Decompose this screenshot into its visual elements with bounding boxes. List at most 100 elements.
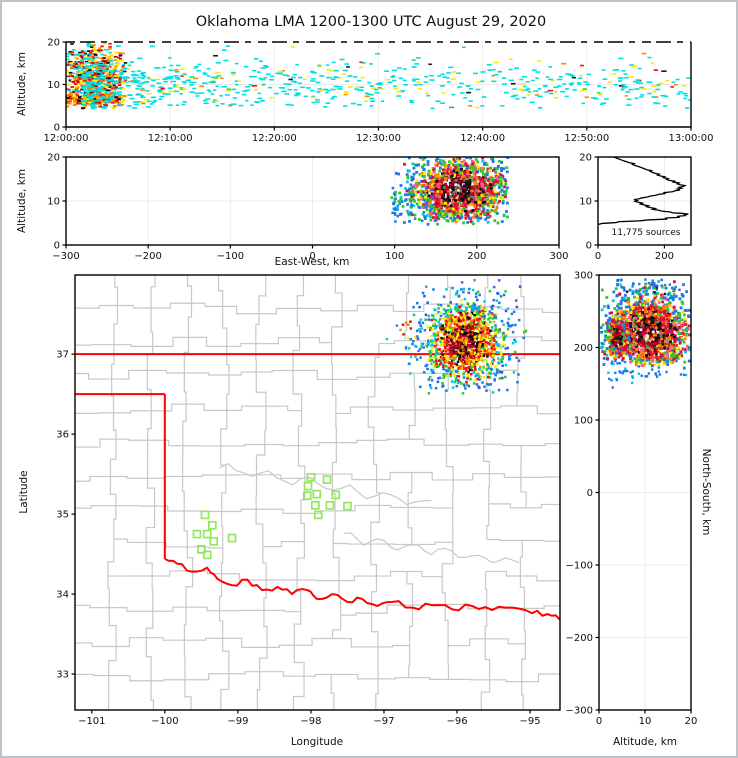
- x-axis-label-north-south: Altitude, km: [612, 736, 678, 748]
- axis-ticks: −300 −200 −100 0 100 200 300 0 10 20: [47, 153, 568, 263]
- y-axis-label-time-height: Altitude, km: [16, 51, 28, 117]
- y-tick-label: 20: [579, 153, 592, 164]
- y-axis-label-north-south: North-South, km: [700, 448, 712, 536]
- lma-station-marker: [202, 529, 212, 539]
- y-tick-label: 10: [47, 80, 60, 91]
- y-tick-label: 34: [56, 590, 69, 601]
- lma-station-marker: [202, 550, 212, 560]
- lma-station-marker: [197, 544, 206, 554]
- x-tick-label: 12:10:00: [148, 133, 193, 144]
- axis-spines: [74, 274, 561, 711]
- x-tick-label: 200: [467, 251, 486, 262]
- y-tick-label: −200: [566, 633, 593, 644]
- x-tick-label: 12:50:00: [564, 133, 609, 144]
- x-tick-label: 12:30:00: [356, 133, 401, 144]
- y-tick-label: −100: [566, 561, 593, 572]
- lma-station-marker: [322, 475, 332, 485]
- river-line: [219, 463, 432, 506]
- x-tick-label: −97: [373, 716, 394, 727]
- x-tick-label: 100: [385, 251, 404, 262]
- x-tick-label: 200: [655, 251, 674, 262]
- scatter-cluster: [391, 185, 435, 223]
- panel-north-south: 0 10 20 −300 −200 −100 0 100 200 300: [566, 271, 698, 728]
- y-tick-label: 33: [56, 670, 69, 681]
- scatter-cluster: [80, 45, 691, 110]
- lma-station-marker: [331, 490, 341, 500]
- y-tick-label: −300: [566, 706, 593, 717]
- y-tick-label: 300: [574, 271, 593, 282]
- lma-station-marker: [207, 520, 217, 530]
- x-tick-label: 10: [639, 716, 652, 727]
- scatter-cluster: [607, 358, 688, 389]
- y-tick-label: 20: [47, 153, 60, 164]
- source-count-annotation: 11,775 sources: [611, 228, 681, 238]
- scatter-cluster: [399, 320, 417, 340]
- y-axis-label-map: Latitude: [18, 470, 30, 514]
- scatter-cluster: [603, 302, 632, 361]
- x-tick-label: −100: [151, 716, 178, 727]
- y-tick-label: 37: [56, 350, 69, 361]
- x-tick-label: 0: [596, 716, 602, 727]
- lma-station-marker: [200, 510, 210, 520]
- red-river-border: [164, 557, 560, 621]
- panel-time-height: 12:00:00 12:10:00 12:20:00 12:30:00 12:40:00…: [44, 38, 714, 145]
- scatter-cluster: [390, 157, 510, 226]
- lma-station-marker: [209, 536, 219, 546]
- y-tick-label: 10: [579, 197, 592, 208]
- x-tick-label: 300: [549, 251, 568, 262]
- x-tick-label: 0: [309, 251, 315, 262]
- lma-station-marker: [303, 481, 313, 491]
- lma-station-marker: [313, 510, 323, 520]
- x-axis-label-map: Longitude: [290, 736, 344, 748]
- x-tick-label: −96: [446, 716, 467, 727]
- y-tick-label: 0: [54, 123, 60, 134]
- panel-map: −101 −100 −99 −98 −97 −96 −95 33 34 35 36 37: [56, 274, 561, 727]
- x-tick-label: −95: [519, 716, 540, 727]
- lma-station-marker: [192, 529, 202, 539]
- lma-station-marker: [227, 533, 237, 543]
- axis-ticks: −101 −100 −99 −98 −97 −96 −95 33 34 35 36 37: [56, 350, 540, 727]
- x-tick-label: 13:00:00: [669, 133, 714, 144]
- x-tick-label: 12:40:00: [460, 133, 505, 144]
- y-tick-label: 0: [54, 241, 60, 252]
- lma-station-marker: [325, 500, 335, 510]
- panel-east-west: −300 −200 −100 0 100 200 300 0 10 20: [47, 153, 568, 263]
- y-axis-label-east-west: Altitude, km: [16, 168, 28, 234]
- axis-ticks: 0 200 0 10 20: [579, 153, 674, 263]
- axis-ticks: 12:00:00 12:10:00 12:20:00 12:30:00 12:40:00…: [44, 38, 714, 145]
- y-tick-label: 10: [47, 197, 60, 208]
- x-tick-label: −200: [134, 251, 161, 262]
- x-tick-label: 20: [685, 716, 698, 727]
- x-tick-label: −101: [78, 716, 105, 727]
- lma-station-marker: [312, 489, 322, 499]
- lma-station-marker: [343, 501, 352, 511]
- y-tick-label: 0: [587, 488, 593, 499]
- lma-station-marker: [306, 472, 316, 482]
- scatter-cluster: [616, 278, 685, 299]
- grid-lines: [598, 157, 691, 245]
- scatter-cluster: [404, 278, 528, 395]
- y-tick-label: 100: [574, 416, 593, 427]
- axis-ticks: 0 10 20 −300 −200 −100 0 100 200 300: [566, 271, 698, 728]
- figure-title: Oklahoma LMA 1200-1300 UTC August 29, 20…: [195, 14, 547, 30]
- source-density-profile: [598, 157, 689, 225]
- lma-station-marker: [302, 491, 312, 501]
- x-tick-label: −100: [217, 251, 244, 262]
- x-tick-label: 0: [595, 251, 601, 262]
- x-tick-label: −300: [52, 251, 79, 262]
- y-tick-label: 200: [574, 343, 593, 354]
- y-tick-label: 35: [56, 510, 69, 521]
- x-tick-label: −98: [300, 716, 321, 727]
- lma-station-marker: [310, 500, 320, 510]
- panel-altitude-histogram: 0 200 0 10 20: [579, 153, 692, 263]
- lma-station-markers: [192, 472, 352, 560]
- county-boundaries: [75, 275, 560, 710]
- y-tick-label: 0: [586, 241, 592, 252]
- x-tick-label: −99: [227, 716, 248, 727]
- y-tick-label: 20: [47, 38, 60, 49]
- river-line: [343, 531, 520, 564]
- x-tick-label: 12:20:00: [252, 133, 297, 144]
- x-tick-label: 12:00:00: [44, 133, 89, 144]
